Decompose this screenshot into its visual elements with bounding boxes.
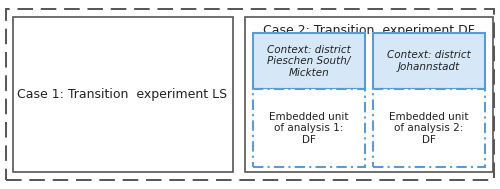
Text: Embedded unit
of analysis 2:
DF: Embedded unit of analysis 2: DF bbox=[389, 112, 468, 145]
FancyBboxPatch shape bbox=[12, 17, 232, 172]
Text: Case 2: Transition  experiment DF: Case 2: Transition experiment DF bbox=[262, 24, 474, 37]
Text: Embedded unit
of analysis 1:
DF: Embedded unit of analysis 1: DF bbox=[269, 112, 348, 145]
Text: Case 1: Transition  experiment LS: Case 1: Transition experiment LS bbox=[18, 88, 228, 101]
FancyBboxPatch shape bbox=[252, 89, 365, 167]
FancyBboxPatch shape bbox=[6, 9, 494, 180]
FancyBboxPatch shape bbox=[372, 33, 485, 89]
FancyBboxPatch shape bbox=[245, 17, 492, 172]
FancyBboxPatch shape bbox=[252, 33, 365, 89]
FancyBboxPatch shape bbox=[372, 89, 485, 167]
Text: Context: district
Pieschen South/
Mickten: Context: district Pieschen South/ Mickte… bbox=[267, 45, 350, 78]
Text: Context: district
Johannstadt: Context: district Johannstadt bbox=[387, 50, 470, 72]
